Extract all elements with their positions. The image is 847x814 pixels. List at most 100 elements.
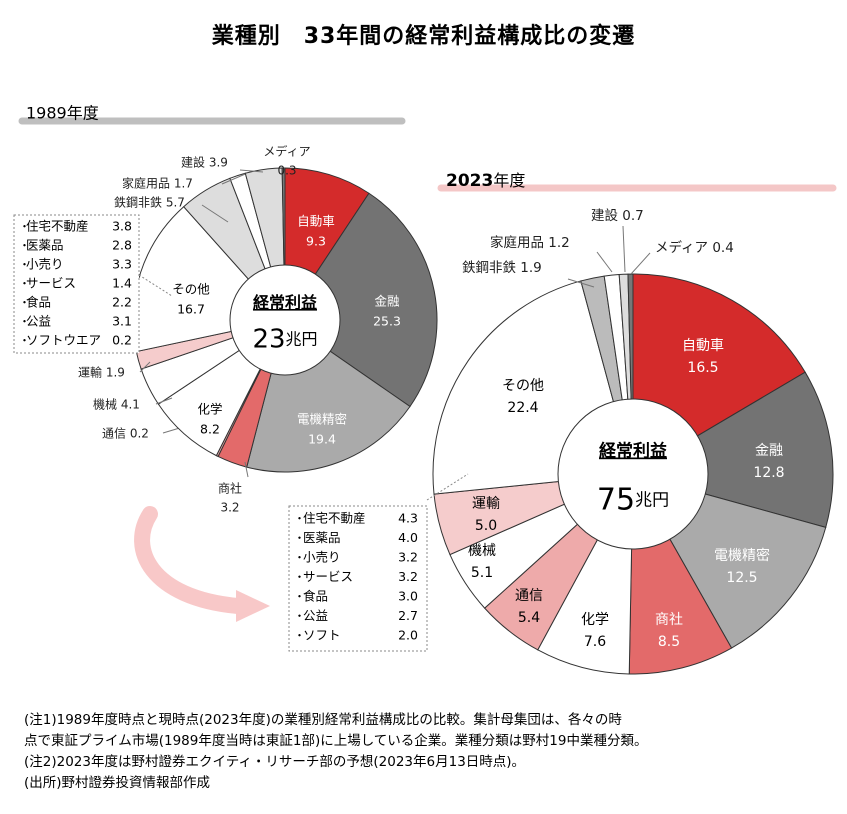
data-label: 8.2 [200, 422, 220, 437]
slice-label: 運輸 1.9 [78, 365, 125, 380]
bullet-icon: ・ [19, 277, 30, 290]
data-label: 7.6 [584, 634, 606, 650]
data-label: 16.5 [687, 360, 718, 376]
data-label: 5.4 [518, 610, 540, 626]
chart-title-year: 2023 [446, 171, 493, 191]
breakdown-name: 小売り [26, 257, 64, 272]
center-hole [557, 398, 709, 550]
breakdown-value: 0.2 [112, 333, 132, 348]
leader-line [630, 252, 651, 275]
slice-label: 機械 4.1 [93, 397, 140, 412]
other-breakdown-connector [138, 274, 173, 297]
center-value-unit: 兆円 [286, 329, 318, 348]
slice-label: 建設 0.7 [591, 208, 644, 224]
data-label: 16.7 [177, 302, 205, 317]
breakdown-name: 食品 [303, 589, 328, 604]
breakdown-name: 食品 [26, 295, 51, 310]
breakdown-name: 小売り [303, 550, 341, 565]
breakdown-name: 住宅不動産 [303, 511, 366, 526]
bullet-icon: ・ [19, 258, 30, 271]
bullet-icon: ・ [294, 571, 305, 584]
center-value: 23兆円 [252, 324, 317, 354]
leader-line [155, 397, 173, 405]
leader-line [139, 361, 151, 373]
slice-label: その他 [172, 282, 210, 297]
breakdown-value: 3.1 [112, 314, 132, 329]
slice-label: 通信 [515, 588, 543, 604]
breakdown-name: サービス [26, 276, 76, 291]
data-label: 22.4 [507, 400, 538, 416]
slice-label: 商社 [655, 612, 683, 628]
breakdown-value: 2.2 [112, 295, 132, 310]
center-value-number: 75 [597, 482, 635, 517]
pie-slice [284, 192, 438, 408]
bullet-icon: ・ [294, 551, 305, 564]
other-breakdown-connector [426, 473, 469, 501]
slice-label: 通信 0.2 [102, 427, 149, 441]
slice-label: 電機精密 [297, 412, 347, 427]
transition-arrow [134, 506, 246, 614]
data-label: 3.2 [220, 501, 239, 515]
data-label: 12.8 [753, 465, 784, 481]
breakdown-name: 医薬品 [26, 238, 64, 253]
slice-label: メディア 0.4 [655, 239, 734, 256]
breakdown-name: 公益 [303, 608, 328, 623]
center-value-number: 23 [252, 324, 285, 354]
data-label: 12.5 [726, 570, 757, 586]
slice-label: 金融 [755, 443, 783, 459]
breakdown-value: 2.8 [112, 238, 132, 253]
chart-title-2023: 2023年度 [446, 171, 525, 192]
center-value-unit: 兆円 [635, 490, 669, 510]
data-label: 9.3 [306, 234, 326, 249]
slice-label: 建設 3.9 [181, 155, 228, 170]
note-line: (出所)野村證券投資情報部作成 [24, 775, 211, 791]
bullet-icon: ・ [294, 512, 305, 525]
slice-label: 電機精密 [714, 547, 770, 564]
note-line: (注1)1989年度時点と現時点(2023年度)の業種別経常利益構成比の比較。集… [24, 712, 622, 728]
footnotes: (注1)1989年度時点と現時点(2023年度)の業種別経常利益構成比の比較。集… [24, 710, 824, 794]
slice-label: 家庭用品 1.7 [122, 176, 193, 191]
center-hole [229, 264, 341, 376]
center-label: 経常利益 [253, 293, 317, 312]
breakdown-name: 公益 [26, 314, 51, 329]
bullet-icon: ・ [19, 296, 30, 309]
breakdown-value: 4.3 [398, 511, 418, 526]
data-label: 19.4 [308, 432, 336, 447]
center-value: 75兆円 [597, 482, 669, 517]
chart-title-1989: 1989年度 [26, 104, 99, 123]
slice-label: 商社 [218, 481, 242, 496]
breakdown-value: 4.0 [398, 530, 418, 545]
slice-label: 家庭用品 1.2 [490, 234, 570, 251]
slice-label: 自動車 [297, 214, 335, 229]
leader-line [596, 251, 613, 273]
breakdown-name: サービス [303, 569, 353, 584]
transition-arrow-head [236, 590, 270, 622]
leader-line [239, 169, 264, 173]
note-line: 点で東証プライム市場(1989年度当時は東証1部)に上場している企業。業種分類は… [24, 733, 648, 749]
slice-label: 鉄鋼非鉄 5.7 [114, 195, 185, 210]
leader-line [244, 461, 249, 478]
slice-label: その他 [502, 378, 544, 394]
slice-label: 機械 [468, 543, 496, 559]
breakdown-name: ソフト [303, 628, 341, 643]
bullet-icon: ・ [19, 239, 30, 252]
leader-line [622, 225, 626, 273]
data-label: 25.3 [373, 314, 401, 329]
breakdown-value: 2.0 [398, 628, 418, 643]
other-breakdown-box [13, 214, 140, 354]
breakdown-value: 2.7 [398, 608, 418, 623]
bullet-icon: ・ [294, 610, 305, 623]
data-label: 5.0 [475, 518, 497, 534]
slice-label: 運輸 [472, 496, 500, 512]
breakdown-name: ソフトウエア [26, 333, 101, 348]
slice-label: 化学 [197, 402, 222, 417]
data-label: 5.1 [471, 565, 493, 581]
breakdown-value: 3.2 [398, 550, 418, 565]
bullet-icon: ・ [19, 220, 30, 233]
breakdown-value: 3.2 [398, 569, 418, 584]
bullet-icon: ・ [294, 532, 305, 545]
slice-label: メディア [263, 144, 310, 159]
leader-line [567, 278, 595, 288]
breakdown-name: 医薬品 [303, 530, 341, 545]
